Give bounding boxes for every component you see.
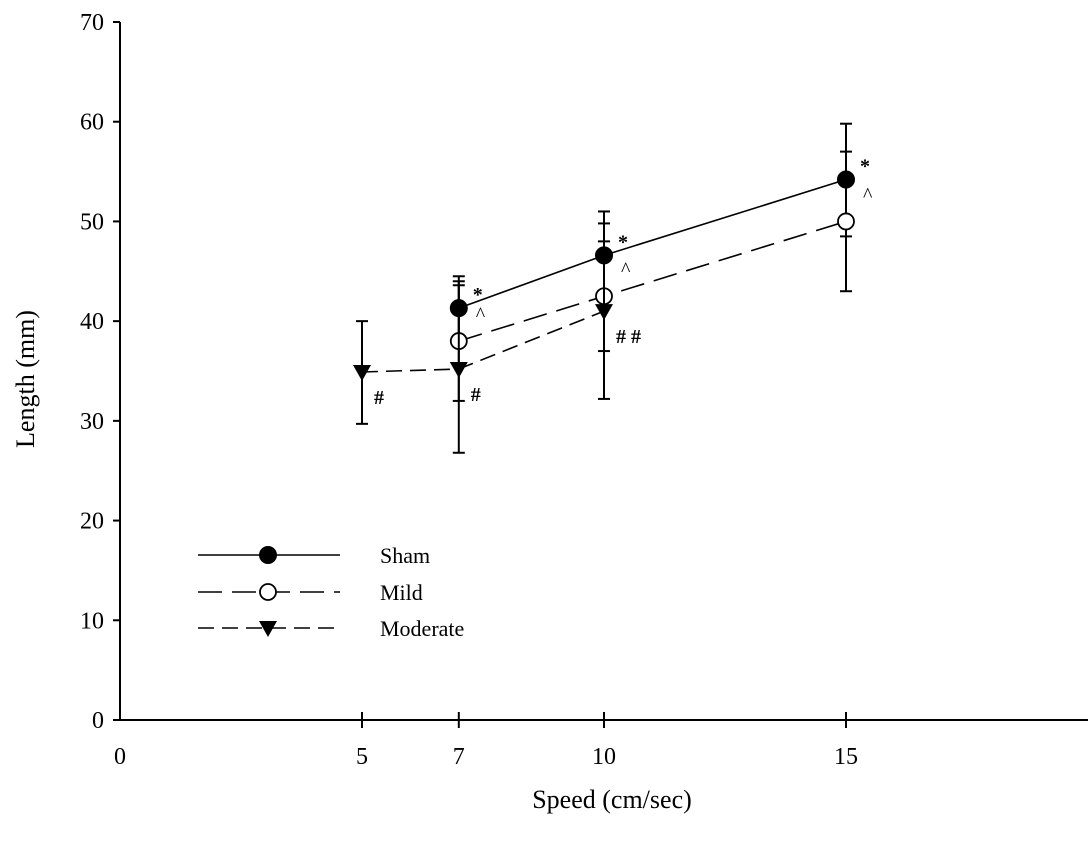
y-tick-label-20: 20: [80, 509, 104, 535]
annotation-moderate-10: # #: [616, 326, 641, 348]
x-tick-label-15: 15: [834, 744, 858, 770]
series-line-sham: [458, 178, 847, 309]
y-tick-label-50: 50: [80, 209, 104, 235]
annotation-mild-15: ^: [863, 184, 873, 206]
annotation-moderate-5: #: [374, 387, 384, 409]
y-ticks: 0 10 20 30 40 50 60 70: [80, 10, 120, 734]
y-tick-label-60: 60: [80, 110, 104, 136]
legend-marker-moderate: [259, 621, 277, 637]
y-axis-title: Length (mm): [11, 310, 40, 448]
annotation-mild-7: ^: [476, 304, 486, 326]
x-tick-label-0: 0: [114, 744, 126, 770]
annotation-moderate-7: #: [471, 384, 481, 406]
legend-label-mild: Mild: [380, 580, 423, 605]
y-tick-label-0: 0: [92, 708, 104, 734]
legend-marker-mild: [259, 583, 277, 601]
x-tick-label-10: 10: [592, 744, 616, 770]
series-mild: ^ ^ ^: [449, 150, 873, 402]
legend-label-moderate: Moderate: [380, 616, 464, 641]
annotation-sham-10: *: [618, 231, 628, 253]
point-mild-15: [837, 212, 855, 231]
legend-marker-sham: [259, 546, 277, 564]
x-axis-title: Speed (cm/sec): [532, 785, 692, 814]
y-tick-label-10: 10: [80, 608, 104, 634]
x-tick-label-7: 7: [453, 744, 465, 770]
series-moderate: # # # #: [353, 222, 641, 454]
x-ticks: 0 5 7 10 15: [114, 712, 858, 770]
point-moderate-5: [353, 364, 371, 381]
point-moderate-7: [449, 362, 468, 379]
point-moderate-10: [595, 304, 613, 321]
series-layer: ***^^^# ## #: [353, 122, 873, 454]
annotation-mild-10: ^: [621, 259, 631, 281]
y-tick-label-70: 70: [80, 10, 104, 36]
series-sham: * * *: [449, 122, 870, 343]
y-tick-label-30: 30: [80, 409, 104, 435]
annotation-sham-15: *: [860, 156, 870, 178]
annotation-sham-7: *: [473, 284, 483, 306]
x-tick-label-5: 5: [356, 744, 368, 770]
y-tick-label-40: 40: [80, 309, 104, 335]
legend: Sham Mild Moderate: [198, 543, 464, 641]
legend-label-sham: Sham: [380, 543, 430, 568]
